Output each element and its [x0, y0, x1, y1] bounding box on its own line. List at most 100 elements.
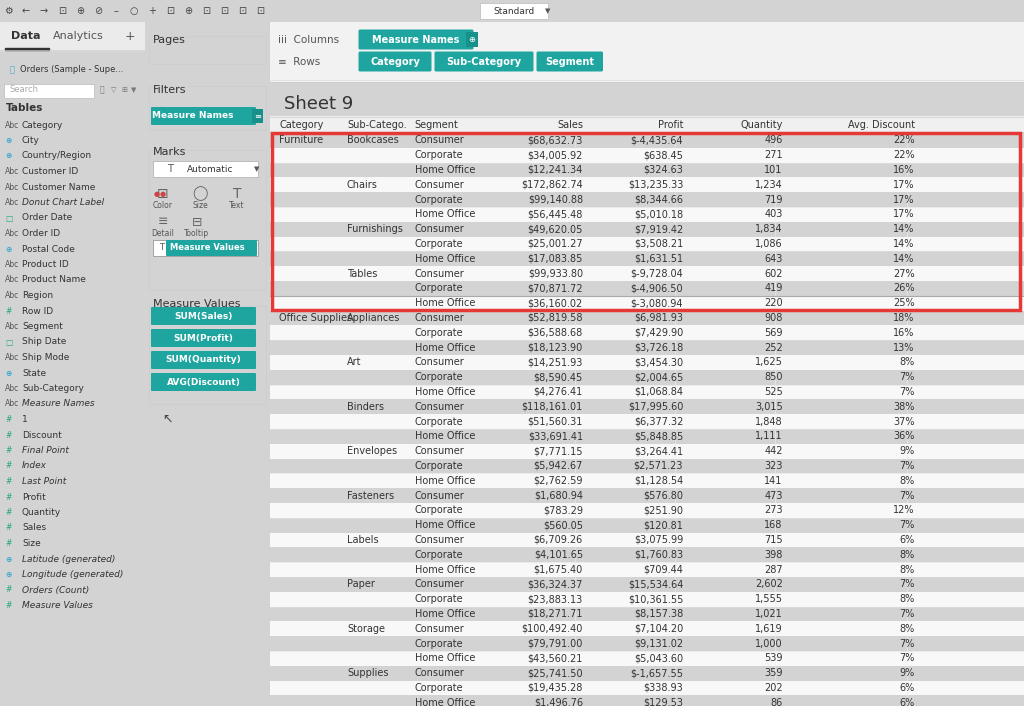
Text: Home Office: Home Office	[415, 165, 475, 175]
Text: Data: Data	[11, 31, 41, 41]
Bar	[270, 592, 1024, 606]
FancyBboxPatch shape	[151, 351, 256, 369]
Text: Sub-Category: Sub-Category	[22, 384, 84, 393]
Text: ⊡: ⊡	[202, 6, 210, 16]
Text: $13,235.33: $13,235.33	[628, 180, 683, 190]
Text: Measure Values: Measure Values	[153, 299, 241, 309]
Text: Home Office: Home Office	[415, 253, 475, 264]
Text: 6%: 6%	[899, 683, 914, 693]
Text: #: #	[5, 585, 11, 594]
Text: 7%: 7%	[899, 461, 914, 471]
Text: $15,534.64: $15,534.64	[628, 580, 683, 590]
Text: 2,602: 2,602	[755, 580, 782, 590]
Bar	[150, 150, 266, 290]
Text: $120.81: $120.81	[643, 520, 683, 530]
Text: 🔗: 🔗	[10, 66, 15, 75]
Bar	[4, 84, 94, 98]
Text: $8,344.66: $8,344.66	[634, 195, 683, 205]
Text: Home Office: Home Office	[415, 431, 475, 441]
Text: Region: Region	[22, 291, 53, 300]
Text: Row ID: Row ID	[22, 306, 53, 316]
Text: Final Point: Final Point	[22, 446, 69, 455]
Text: Country/Region: Country/Region	[22, 152, 92, 160]
Bar	[270, 207, 1024, 222]
Text: Corporate: Corporate	[415, 639, 464, 649]
Text: Consumer: Consumer	[415, 446, 465, 456]
Bar	[270, 177, 1024, 192]
Text: 38%: 38%	[893, 402, 914, 412]
Text: Corporate: Corporate	[415, 328, 464, 337]
Text: $19,435.28: $19,435.28	[527, 683, 583, 693]
Text: Corporate: Corporate	[415, 195, 464, 205]
Text: $-4,435.64: $-4,435.64	[631, 136, 683, 145]
Text: Corporate: Corporate	[415, 283, 464, 294]
Text: Corporate: Corporate	[415, 505, 464, 515]
Text: $3,075.99: $3,075.99	[634, 535, 683, 545]
Text: $52,819.58: $52,819.58	[527, 313, 583, 323]
Text: Sub-Category: Sub-Category	[446, 57, 521, 67]
Text: 168: 168	[764, 520, 782, 530]
Text: City: City	[22, 136, 40, 145]
Text: Chairs: Chairs	[347, 180, 378, 190]
Text: 141: 141	[764, 476, 782, 486]
Text: Abc: Abc	[5, 167, 19, 176]
Text: SUM(Profit): SUM(Profit)	[173, 333, 233, 342]
Text: ●: ●	[160, 191, 166, 197]
Text: ⊡: ⊡	[220, 6, 228, 16]
Text: ⊕: ⊕	[76, 6, 84, 16]
Text: ↖: ↖	[162, 412, 172, 425]
Text: $56,445.48: $56,445.48	[527, 210, 583, 220]
Text: Corporate: Corporate	[415, 372, 464, 382]
Text: $5,043.60: $5,043.60	[634, 653, 683, 664]
Text: 37%: 37%	[893, 417, 914, 426]
Bar	[5, 48, 49, 50]
Text: Appliances: Appliances	[347, 313, 400, 323]
Text: ⊕: ⊕	[469, 35, 475, 44]
Text: 1: 1	[22, 415, 28, 424]
Text: Abc: Abc	[5, 291, 19, 300]
Text: Abc: Abc	[5, 400, 19, 409]
Text: ⊕: ⊕	[5, 570, 11, 579]
Text: 86: 86	[770, 698, 782, 706]
Text: Segment: Segment	[545, 57, 594, 67]
Text: $49,620.05: $49,620.05	[527, 225, 583, 234]
Bar	[270, 237, 1024, 251]
Text: State: State	[22, 369, 46, 378]
Text: 1,111: 1,111	[755, 431, 782, 441]
Text: $18,271.71: $18,271.71	[527, 609, 583, 619]
Text: Automatic: Automatic	[187, 164, 233, 174]
Text: Abc: Abc	[5, 384, 19, 393]
Text: 16%: 16%	[893, 165, 914, 175]
Text: Furniture: Furniture	[280, 136, 324, 145]
Text: $9,131.02: $9,131.02	[634, 639, 683, 649]
Text: 569: 569	[764, 328, 782, 337]
Text: Corporate: Corporate	[415, 150, 464, 160]
Text: $3,508.21: $3,508.21	[634, 239, 683, 249]
Text: ⊕: ⊕	[5, 369, 11, 378]
Text: Category: Category	[370, 57, 420, 67]
Text: $70,871.72: $70,871.72	[527, 283, 583, 294]
Bar	[270, 562, 1024, 577]
Bar	[480, 3, 548, 19]
Text: #: #	[5, 306, 11, 316]
Text: 8%: 8%	[899, 550, 914, 560]
Text: #: #	[5, 446, 11, 455]
FancyBboxPatch shape	[151, 107, 256, 125]
Text: $18,123.90: $18,123.90	[527, 342, 583, 352]
Text: 17%: 17%	[893, 210, 914, 220]
Text: –: –	[114, 6, 119, 16]
Text: 220: 220	[764, 298, 782, 309]
Text: $79,791.00: $79,791.00	[527, 639, 583, 649]
Text: Abc: Abc	[5, 353, 19, 362]
Text: Profit: Profit	[657, 120, 683, 130]
Text: $783.29: $783.29	[543, 505, 583, 515]
Bar	[270, 414, 1024, 429]
Text: Consumer: Consumer	[415, 580, 465, 590]
Text: Storage: Storage	[347, 624, 385, 634]
Text: □: □	[5, 213, 12, 222]
Text: 7%: 7%	[899, 372, 914, 382]
Text: Color: Color	[153, 201, 173, 210]
Text: 25%: 25%	[893, 298, 914, 309]
Text: Labels: Labels	[347, 535, 379, 545]
Text: #: #	[5, 431, 11, 440]
